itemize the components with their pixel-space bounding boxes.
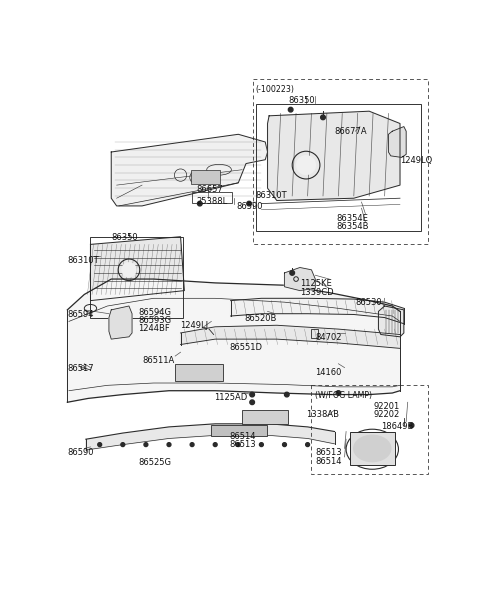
Text: 92202: 92202 [373,410,399,419]
Text: 86513: 86513 [229,440,256,449]
Polygon shape [388,126,406,157]
Circle shape [121,262,137,278]
Text: 1249LQ: 1249LQ [400,156,432,165]
Text: 86514: 86514 [229,432,255,441]
Text: 86354B: 86354B [337,222,369,231]
Bar [175,364,223,381]
Circle shape [190,443,194,447]
Circle shape [296,155,316,175]
Circle shape [283,443,287,447]
Bar [253,79,429,244]
Text: 86590: 86590 [67,448,94,457]
Circle shape [260,443,264,447]
Text: 1338AB: 1338AB [306,410,339,419]
Bar [312,385,429,474]
Circle shape [285,392,289,397]
Circle shape [144,443,148,447]
Circle shape [288,107,293,112]
Bar [312,329,318,339]
Ellipse shape [353,435,392,463]
Text: (W/FOG LAMP): (W/FOG LAMP) [315,391,372,400]
Circle shape [98,443,102,447]
Text: 86514: 86514 [315,457,342,466]
Text: 1244BF: 1244BF [138,324,170,333]
Text: 86511A: 86511A [142,356,174,365]
Circle shape [247,201,252,206]
Circle shape [121,443,125,447]
Circle shape [336,391,341,396]
Text: 86517: 86517 [67,364,94,373]
Bar [242,410,288,424]
Text: 86354E: 86354E [337,213,369,222]
Text: 84702: 84702 [315,333,342,342]
Text: 86657: 86657 [196,185,223,194]
Text: 86513: 86513 [315,448,342,457]
Polygon shape [86,424,335,450]
Text: 86520B: 86520B [244,314,277,323]
Text: 86310T: 86310T [67,256,99,265]
Text: 86310T: 86310T [255,190,287,199]
Polygon shape [67,279,400,402]
Text: 1125KE: 1125KE [300,279,332,288]
Bar [192,192,232,203]
Polygon shape [180,325,400,348]
Polygon shape [109,306,132,339]
Circle shape [321,115,325,120]
Text: 1125AD: 1125AD [214,393,247,402]
Polygon shape [378,306,404,337]
Circle shape [213,443,217,447]
Text: 1339CD: 1339CD [300,288,334,297]
Text: 86350: 86350 [288,96,315,105]
Circle shape [250,400,254,404]
Text: 86677A: 86677A [335,126,367,136]
Bar [256,104,421,231]
Text: 25388L: 25388L [196,197,227,206]
Circle shape [290,270,295,275]
Text: 92201: 92201 [373,402,399,412]
Text: 86525G: 86525G [138,458,171,467]
Text: 86350: 86350 [111,233,138,242]
Bar [191,170,220,184]
Text: 86551D: 86551D [229,343,262,352]
Text: 86594: 86594 [67,310,94,319]
Polygon shape [230,298,404,324]
Circle shape [167,443,171,447]
Bar [211,425,267,436]
Polygon shape [111,134,267,206]
Text: 86593G: 86593G [138,316,171,325]
Text: 14160: 14160 [315,368,342,377]
Polygon shape [90,237,184,301]
Circle shape [236,443,240,447]
Text: 86590: 86590 [237,202,263,211]
Text: 18649B: 18649B [381,422,413,431]
Polygon shape [285,267,315,291]
Bar [90,237,183,318]
Polygon shape [267,111,400,200]
Bar [350,432,395,466]
Circle shape [409,423,414,428]
Text: 1249LJ: 1249LJ [180,321,209,330]
Circle shape [306,443,310,447]
Text: 86594G: 86594G [138,308,171,317]
Text: (-100223): (-100223) [255,85,294,94]
Circle shape [197,201,202,206]
Circle shape [250,392,254,397]
Text: 86530: 86530 [355,298,382,307]
